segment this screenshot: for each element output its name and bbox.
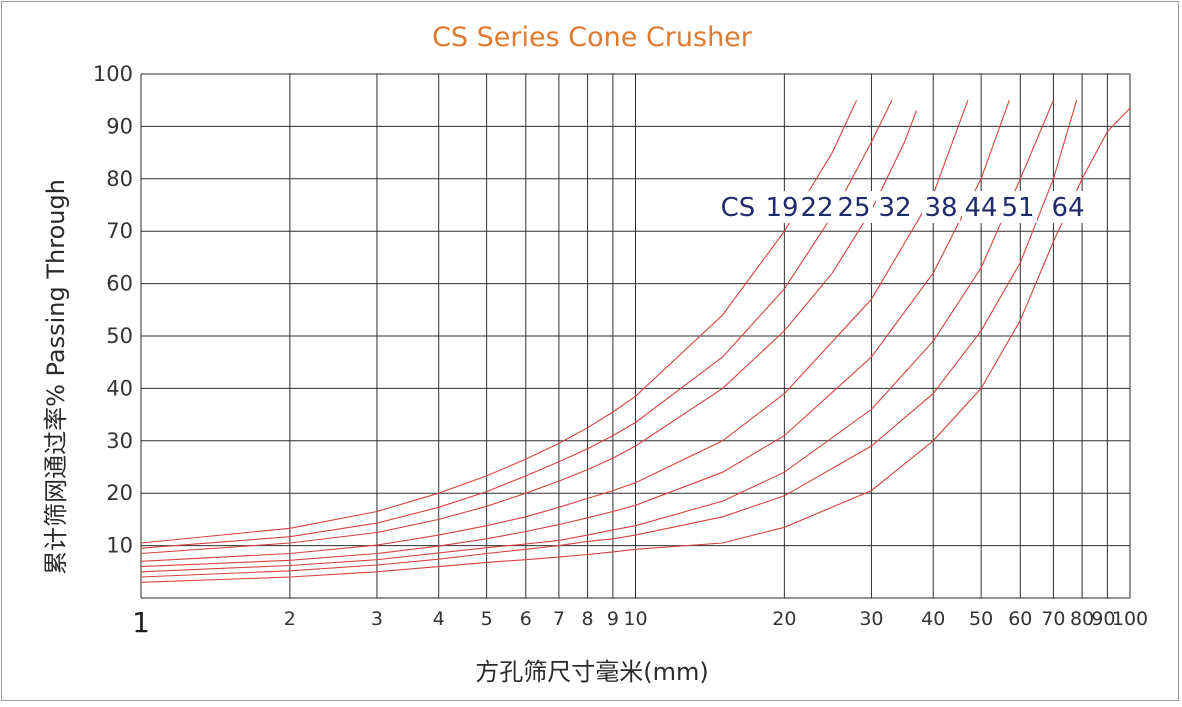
curve-cs-25 xyxy=(140,110,918,555)
x-tick-label-5: 5 xyxy=(481,608,493,630)
y-tick-label-40: 40 xyxy=(106,376,133,400)
curve-label-prefix: CS xyxy=(721,193,756,223)
y-tick-label-50: 50 xyxy=(106,324,133,348)
curve-label-22: 22 xyxy=(800,193,833,223)
x-tick-label-3: 3 xyxy=(371,608,383,630)
curve-cs-19 xyxy=(140,99,858,544)
curve-label-38: 38 xyxy=(924,193,957,223)
y-tick-label-60: 60 xyxy=(106,272,133,296)
y-tick-labels: 10 20 30 40 50 60 70 80 90 100 xyxy=(93,62,133,558)
chart-title: CS Series Cone Crusher xyxy=(432,22,753,53)
curve-label-box-25 xyxy=(835,191,873,223)
x-tick-label-8: 8 xyxy=(582,608,594,630)
curve-labels: CS 19 22 25 32 38 44 51 64 xyxy=(716,191,1087,223)
curve-label-box-64 xyxy=(1049,191,1087,223)
y-tick-label-70: 70 xyxy=(106,219,133,243)
curve-label-box-38 xyxy=(922,191,960,223)
curve-label-51: 51 xyxy=(1001,193,1034,223)
x-tick-label-2: 2 xyxy=(284,608,296,630)
curve-label-box-32 xyxy=(876,191,914,223)
x-tick-label-90: 90 xyxy=(1091,608,1115,630)
y-tick-label-30: 30 xyxy=(106,429,133,453)
x-tick-label-6: 6 xyxy=(520,608,532,630)
x-tick-label-60: 60 xyxy=(1008,608,1032,630)
y-tick-label-20: 20 xyxy=(106,481,133,505)
gradation-curves xyxy=(140,99,1131,583)
x-tick-label-7: 7 xyxy=(553,608,565,630)
x-tick-label-70: 70 xyxy=(1041,608,1065,630)
curve-label-44: 44 xyxy=(964,193,997,223)
x-tick-label-80: 80 xyxy=(1070,608,1094,630)
curve-label-box-22 xyxy=(798,191,836,223)
x-tick-label-100: 100 xyxy=(1112,608,1148,630)
curve-label-32: 32 xyxy=(878,193,911,223)
curve-label-25: 25 xyxy=(837,193,870,223)
x-tick-label-20: 20 xyxy=(772,608,796,630)
curve-label-19: 19 xyxy=(765,193,798,223)
x-axis-label: 方孔筛尺寸毫米(mm) xyxy=(475,658,708,686)
x-tick-label-50: 50 xyxy=(969,608,993,630)
y-tick-label-100: 100 xyxy=(93,62,133,86)
x-tick-label-9: 9 xyxy=(607,608,619,630)
curve-label-box-19 xyxy=(763,191,801,223)
x-tick-label-10: 10 xyxy=(623,608,647,630)
y-tick-label-10: 10 xyxy=(106,534,133,558)
curve-cs-22 xyxy=(140,99,893,549)
grid-lines xyxy=(140,73,1131,599)
curve-label-box-51 xyxy=(999,191,1037,223)
curve-cs-32 xyxy=(140,100,969,562)
curve-label-box-44 xyxy=(962,191,1000,223)
y-tick-label-80: 80 xyxy=(106,167,133,191)
curve-cs-38 xyxy=(140,100,1010,568)
curve-cs-44 xyxy=(140,99,1054,573)
y-axis-label: 累计筛网通过率% Passing Through xyxy=(42,179,70,575)
x-tick-label-4: 4 xyxy=(433,608,445,630)
x-tick-label-40: 40 xyxy=(921,608,945,630)
x-tick-label-30: 30 xyxy=(859,608,883,630)
curve-cs-64 xyxy=(140,107,1131,583)
curve-label-prefix-box xyxy=(716,191,760,223)
y-tick-label-90: 90 xyxy=(106,114,133,138)
x-tick-label-1: 1 xyxy=(132,606,150,639)
curve-cs-51 xyxy=(140,100,1078,578)
curve-label-64: 64 xyxy=(1051,193,1084,223)
